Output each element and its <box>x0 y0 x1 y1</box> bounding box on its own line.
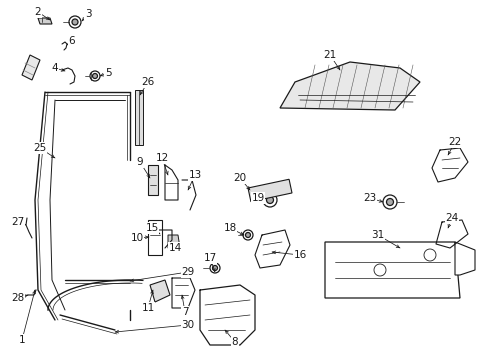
Polygon shape <box>38 18 52 24</box>
Circle shape <box>72 19 78 25</box>
Text: 2: 2 <box>35 7 41 17</box>
Text: 10: 10 <box>130 233 143 243</box>
Text: 11: 11 <box>141 303 154 313</box>
Circle shape <box>212 266 217 270</box>
Circle shape <box>266 197 273 203</box>
Text: 31: 31 <box>370 230 384 240</box>
Text: 12: 12 <box>155 153 168 163</box>
Text: 26: 26 <box>141 77 154 87</box>
Text: 27: 27 <box>11 217 24 227</box>
Text: 5: 5 <box>104 68 111 78</box>
Bar <box>135 90 142 145</box>
Polygon shape <box>148 220 162 255</box>
Text: 23: 23 <box>363 193 376 203</box>
Text: 28: 28 <box>11 293 24 303</box>
Text: 14: 14 <box>168 243 181 253</box>
Text: 20: 20 <box>233 173 246 183</box>
Text: 13: 13 <box>188 170 201 180</box>
Polygon shape <box>168 235 180 248</box>
Polygon shape <box>454 242 474 275</box>
Text: 16: 16 <box>293 250 306 260</box>
Text: 4: 4 <box>52 63 58 73</box>
Circle shape <box>245 233 250 238</box>
Text: 18: 18 <box>223 223 236 233</box>
Polygon shape <box>325 242 459 298</box>
Polygon shape <box>22 55 40 80</box>
Text: 6: 6 <box>68 36 75 46</box>
Text: 9: 9 <box>137 157 143 167</box>
Text: 19: 19 <box>251 193 264 203</box>
Text: 7: 7 <box>182 307 188 317</box>
Text: 17: 17 <box>203 253 216 263</box>
Bar <box>247 179 291 202</box>
Circle shape <box>386 198 393 206</box>
Circle shape <box>92 73 97 78</box>
Text: 25: 25 <box>33 143 46 153</box>
Text: 21: 21 <box>323 50 336 60</box>
Text: 1: 1 <box>19 335 25 345</box>
Text: 22: 22 <box>447 137 461 147</box>
Text: 29: 29 <box>181 267 194 277</box>
Text: 8: 8 <box>231 337 238 347</box>
Text: 30: 30 <box>181 320 194 330</box>
Text: 15: 15 <box>145 223 158 233</box>
Polygon shape <box>148 165 158 195</box>
Text: 3: 3 <box>84 9 91 19</box>
Text: 24: 24 <box>445 213 458 223</box>
Polygon shape <box>280 62 419 110</box>
Polygon shape <box>150 280 170 302</box>
